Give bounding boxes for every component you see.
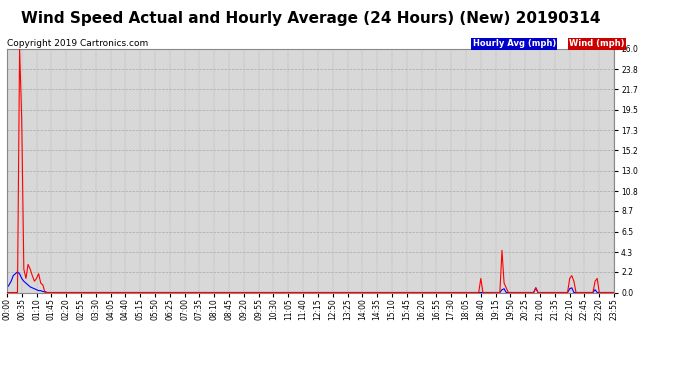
Text: Wind (mph): Wind (mph) <box>569 39 624 48</box>
Text: Wind Speed Actual and Hourly Average (24 Hours) (New) 20190314: Wind Speed Actual and Hourly Average (24… <box>21 11 600 26</box>
Text: Hourly Avg (mph): Hourly Avg (mph) <box>473 39 556 48</box>
Text: Copyright 2019 Cartronics.com: Copyright 2019 Cartronics.com <box>7 39 148 48</box>
